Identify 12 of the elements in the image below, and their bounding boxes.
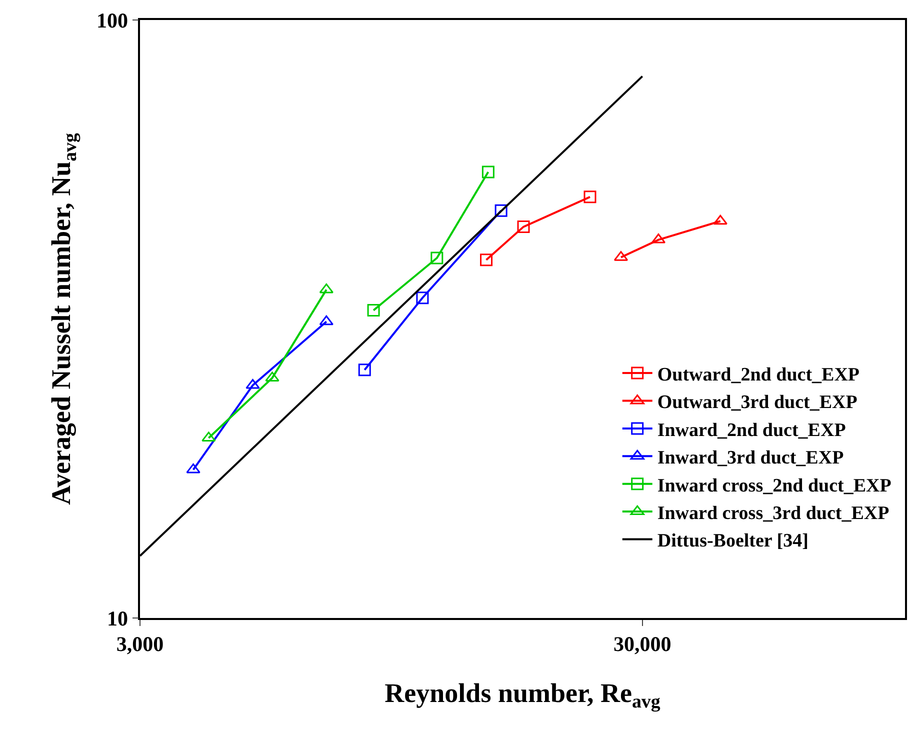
x-tick-label: 3,000	[116, 632, 164, 656]
legend-label: Inward cross_3rd duct_EXP	[657, 502, 890, 524]
x-axis-title: Reynolds number, Re$_{avg}$	[384, 678, 661, 713]
legend-label: Outward_2nd duct_EXP	[657, 364, 860, 386]
legend-label: Inward_3rd duct_EXP	[657, 448, 844, 469]
legend-label: Inward_2nd duct_EXP	[657, 420, 846, 441]
legend-label: Inward cross_2nd duct_EXP	[657, 475, 892, 496]
y-tick-label: 100	[96, 8, 128, 32]
y-tick-label: 10	[107, 606, 128, 630]
x-tick-label: 30,000	[613, 632, 672, 656]
legend-label: Dittus-Boelter [34]	[657, 530, 808, 552]
legend-label: Outward_3rd duct_EXP	[657, 392, 858, 414]
